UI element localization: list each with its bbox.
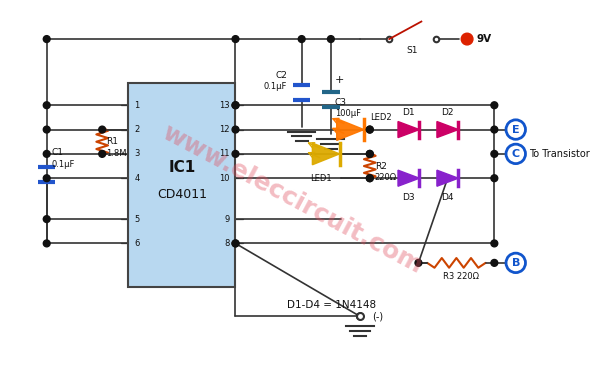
Polygon shape bbox=[437, 170, 458, 186]
Circle shape bbox=[43, 175, 50, 182]
Text: +: + bbox=[335, 75, 344, 85]
Text: 2: 2 bbox=[134, 125, 140, 134]
Text: 1.8M: 1.8M bbox=[106, 149, 127, 158]
Circle shape bbox=[367, 126, 373, 133]
Circle shape bbox=[367, 151, 373, 157]
Text: To Transistor: To Transistor bbox=[529, 149, 590, 159]
Circle shape bbox=[43, 240, 50, 247]
Text: 9: 9 bbox=[224, 215, 230, 224]
Polygon shape bbox=[398, 170, 419, 186]
Text: D2: D2 bbox=[442, 108, 454, 116]
Polygon shape bbox=[313, 143, 340, 165]
Text: 220Ω: 220Ω bbox=[374, 173, 397, 182]
Text: LED1: LED1 bbox=[310, 174, 332, 183]
Text: 13: 13 bbox=[219, 101, 230, 110]
Text: (-): (-) bbox=[372, 311, 383, 321]
Circle shape bbox=[356, 313, 364, 320]
Circle shape bbox=[298, 36, 305, 42]
Text: 12: 12 bbox=[219, 125, 230, 134]
Circle shape bbox=[43, 151, 50, 157]
Circle shape bbox=[232, 240, 239, 247]
Text: 0.1μF: 0.1μF bbox=[52, 160, 75, 169]
Text: B: B bbox=[512, 258, 520, 268]
Circle shape bbox=[491, 240, 498, 247]
Polygon shape bbox=[337, 119, 364, 141]
Circle shape bbox=[367, 151, 373, 157]
Circle shape bbox=[367, 126, 373, 133]
Text: 11: 11 bbox=[219, 150, 230, 158]
Circle shape bbox=[232, 240, 239, 247]
Circle shape bbox=[43, 102, 50, 109]
Circle shape bbox=[232, 151, 239, 157]
Circle shape bbox=[491, 102, 498, 109]
Text: 100μF: 100μF bbox=[335, 109, 361, 119]
Polygon shape bbox=[437, 122, 458, 138]
Circle shape bbox=[491, 260, 498, 266]
Text: R2: R2 bbox=[374, 161, 386, 170]
Text: C3: C3 bbox=[335, 98, 347, 107]
FancyBboxPatch shape bbox=[128, 83, 235, 287]
Text: 10: 10 bbox=[219, 174, 230, 183]
Text: CD4011: CD4011 bbox=[157, 188, 207, 201]
Text: C2: C2 bbox=[275, 71, 287, 80]
Circle shape bbox=[491, 175, 498, 182]
Circle shape bbox=[99, 151, 106, 157]
Circle shape bbox=[506, 120, 526, 139]
Circle shape bbox=[506, 253, 526, 273]
Text: LED2: LED2 bbox=[370, 113, 391, 122]
Text: www.eleccircuit.com: www.eleccircuit.com bbox=[158, 121, 427, 279]
Text: 0.1μF: 0.1μF bbox=[263, 82, 287, 91]
Text: C1: C1 bbox=[52, 148, 64, 157]
Circle shape bbox=[232, 102, 239, 109]
Circle shape bbox=[99, 126, 106, 133]
Circle shape bbox=[232, 102, 239, 109]
Circle shape bbox=[461, 33, 473, 45]
Circle shape bbox=[232, 126, 239, 133]
Text: 5: 5 bbox=[134, 215, 140, 224]
Circle shape bbox=[43, 126, 50, 133]
Text: 1: 1 bbox=[134, 101, 140, 110]
Text: 8: 8 bbox=[224, 239, 230, 248]
Text: C: C bbox=[512, 149, 520, 159]
Text: 9V: 9V bbox=[477, 34, 492, 44]
Polygon shape bbox=[398, 122, 419, 138]
Text: 6: 6 bbox=[134, 239, 140, 248]
Text: R1: R1 bbox=[106, 137, 118, 146]
Text: D4: D4 bbox=[442, 193, 454, 202]
Circle shape bbox=[232, 36, 239, 42]
Text: R3 220Ω: R3 220Ω bbox=[443, 272, 479, 281]
Circle shape bbox=[367, 175, 373, 182]
Circle shape bbox=[491, 126, 498, 133]
Text: S1: S1 bbox=[407, 46, 418, 55]
Circle shape bbox=[43, 216, 50, 222]
Text: D1: D1 bbox=[403, 108, 415, 116]
Circle shape bbox=[328, 36, 334, 42]
Circle shape bbox=[43, 36, 50, 42]
Text: D3: D3 bbox=[403, 193, 415, 202]
Text: E: E bbox=[512, 125, 520, 135]
Circle shape bbox=[506, 144, 526, 164]
Circle shape bbox=[415, 260, 422, 266]
Circle shape bbox=[367, 175, 373, 182]
Circle shape bbox=[491, 151, 498, 157]
Text: 4: 4 bbox=[134, 174, 140, 183]
Text: 3: 3 bbox=[134, 150, 140, 158]
Text: IC1: IC1 bbox=[169, 160, 196, 175]
Text: D1-D4 = 1N4148: D1-D4 = 1N4148 bbox=[287, 300, 376, 310]
